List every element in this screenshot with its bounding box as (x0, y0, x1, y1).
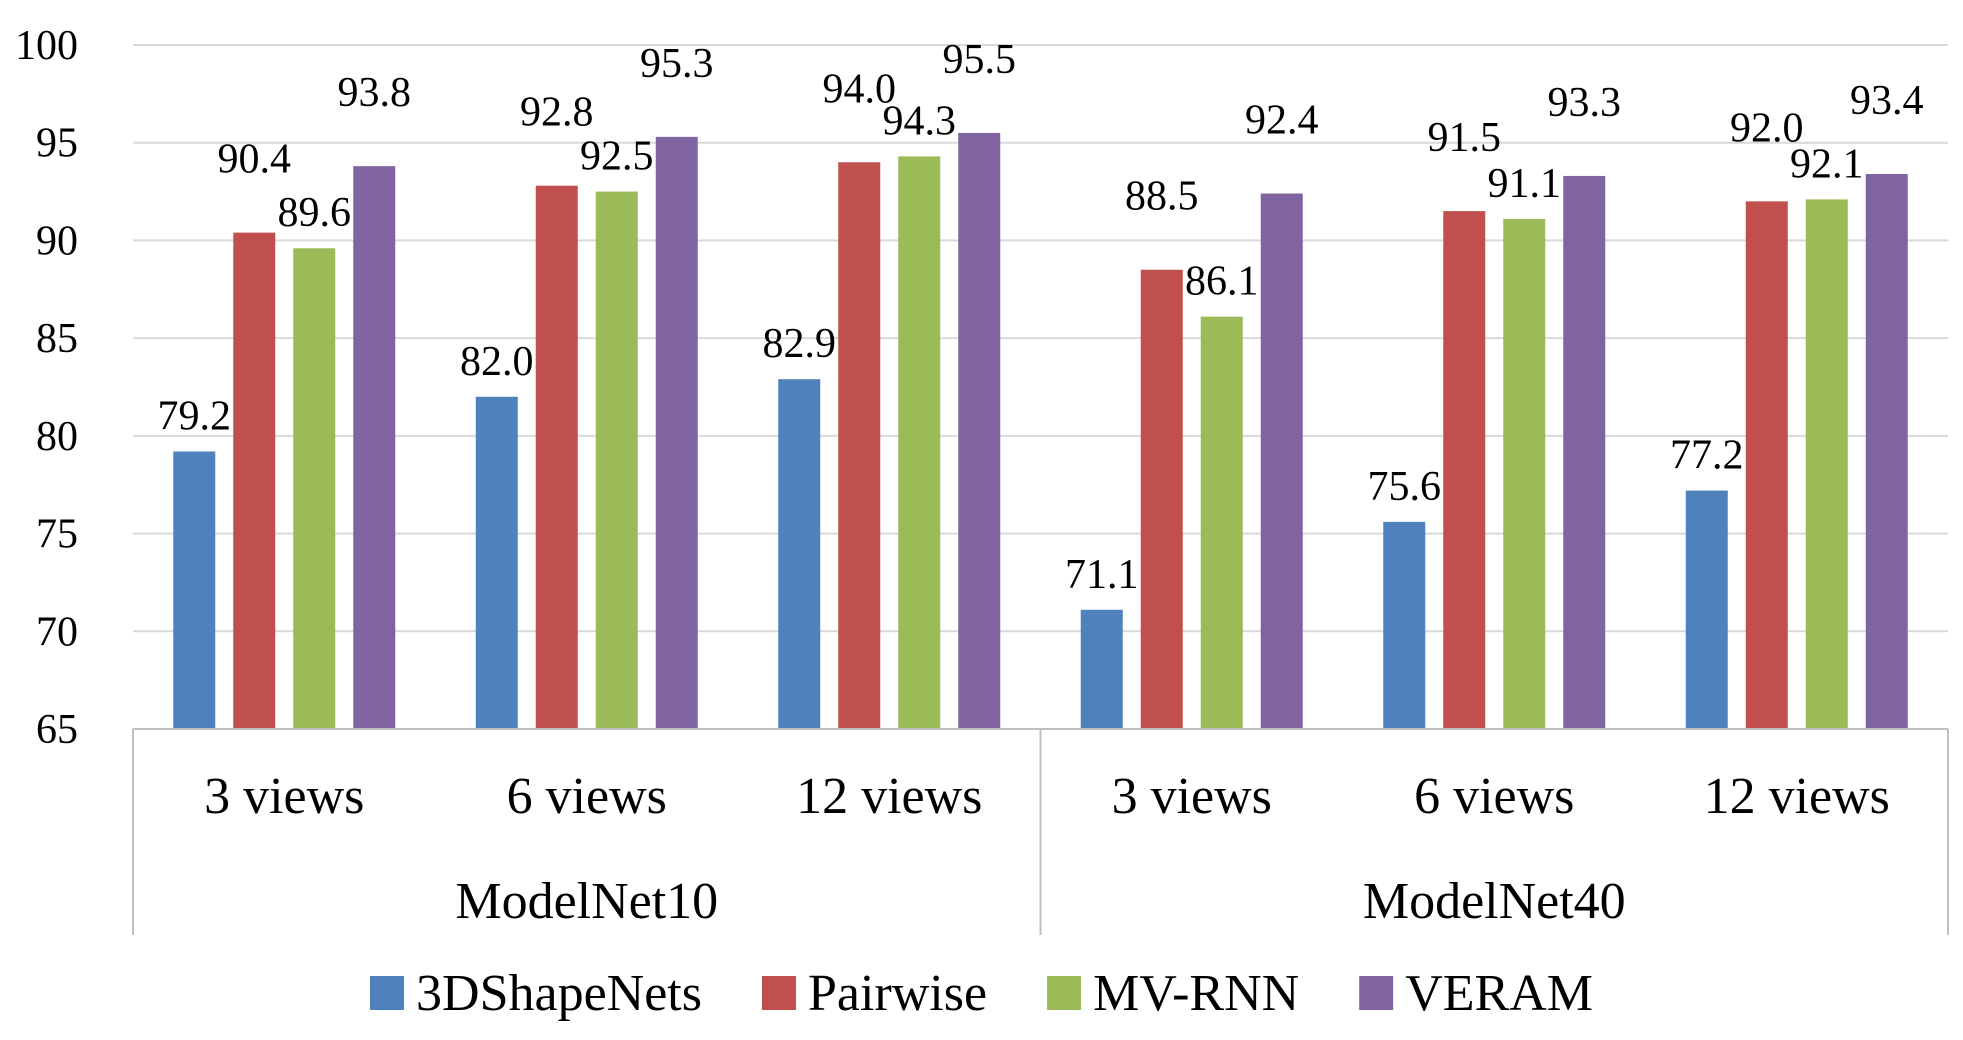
data-labels: 79.2 90.4 89.6 93.8 82.0 92.892.5 95.3 82.9 94.0… (158, 37, 1924, 598)
data-label: 88.5 (1125, 174, 1199, 220)
bar-veram (655, 136, 698, 729)
legend-item: MV-RNN (1047, 965, 1299, 1022)
category-label: 3 views (1112, 768, 1272, 825)
data-label: 91.5 (1428, 115, 1502, 161)
data-label: 71.1 (1065, 552, 1139, 598)
y-tick-label: 75 (36, 512, 78, 558)
legend: 3DShapeNets Pairwise MV-RNN VERAM (370, 965, 1593, 1022)
y-tick-label: 90 (36, 218, 78, 264)
category-label: 6 views (1414, 768, 1574, 825)
bar-3dshapenets (1685, 490, 1728, 729)
bar-mv-rnn (898, 156, 941, 729)
bar-3dshapenets (1383, 521, 1426, 729)
bar-mv-rnn (1503, 218, 1546, 729)
data-label: 95.3 (640, 41, 714, 87)
legend-swatch (761, 976, 796, 1010)
category-label: 12 views (1704, 768, 1890, 825)
bar-veram (1865, 173, 1908, 730)
data-label: 82.0 (460, 339, 534, 385)
bar-pairwise (535, 185, 578, 730)
data-label: 92.4 (1245, 98, 1319, 144)
bar-3dshapenets (173, 451, 216, 729)
data-label: 77.2 (1670, 433, 1744, 479)
data-label: 75.6 (1368, 464, 1442, 510)
legend-label: VERAM (1405, 965, 1593, 1022)
category-label: 6 views (507, 768, 667, 825)
bar-pairwise (233, 232, 276, 729)
legend-label: Pairwise (808, 965, 987, 1022)
bar-veram (958, 132, 1001, 729)
category-label: 3 views (204, 768, 364, 825)
bar-mv-rnn (1200, 316, 1243, 729)
bar-pairwise (1140, 269, 1183, 729)
bar-veram (1260, 193, 1303, 730)
data-label: 92.1 (1790, 141, 1864, 187)
y-tick-label: 80 (36, 414, 78, 460)
bar-mv-rnn (293, 248, 336, 729)
legend-item: 3DShapeNets (370, 965, 702, 1022)
legend-swatch (1047, 976, 1082, 1010)
category-axis: 3 views 6 views 12 views 3 views 6 views 12 v… (132, 728, 1949, 935)
group-label: ModelNet40 (1363, 873, 1626, 930)
data-label: 86.1 (1185, 259, 1259, 305)
bar-mv-rnn (595, 191, 638, 730)
data-label: 91.1 (1488, 161, 1562, 207)
bar-3dshapenets (1080, 609, 1123, 729)
bars (173, 132, 1908, 730)
legend-label: 3DShapeNets (416, 965, 702, 1022)
legend-item: Pairwise (761, 965, 987, 1022)
legend-item: VERAM (1359, 965, 1593, 1022)
y-tick-label: 95 (36, 121, 78, 167)
y-tick-label: 70 (36, 609, 78, 655)
bar-3dshapenets (475, 396, 518, 729)
legend-swatch (1359, 976, 1394, 1010)
legend-swatch (370, 976, 405, 1010)
data-label: 89.6 (278, 190, 352, 236)
bar-pairwise (838, 162, 881, 729)
bar-mv-rnn (1805, 199, 1848, 730)
data-label: 82.9 (763, 321, 837, 367)
bar-pairwise (1443, 211, 1486, 730)
data-label: 92.5 (580, 134, 654, 180)
bar-3dshapenets (778, 379, 821, 729)
bar-veram (1563, 175, 1606, 730)
y-tick-label: 85 (36, 316, 78, 362)
data-label: 92.0 (1730, 105, 1804, 151)
y-tick-label: 65 (36, 707, 78, 753)
data-label: 92.8 (520, 90, 594, 136)
data-label: 93.8 (338, 70, 412, 116)
legend-label: MV-RNN (1093, 965, 1299, 1022)
group-label: ModelNet10 (455, 873, 718, 930)
data-label: 94.3 (883, 98, 957, 144)
data-label: 93.4 (1850, 78, 1924, 124)
data-label: 94.0 (823, 66, 897, 112)
data-label: 90.4 (218, 137, 292, 183)
data-label: 93.3 (1548, 80, 1622, 126)
grid-lines (133, 44, 1948, 633)
data-label: 95.5 (943, 37, 1017, 83)
bar-pairwise (1745, 201, 1788, 730)
y-axis-ticks: 65 70 75 80 85 90 95 100 (15, 23, 78, 753)
data-label: 79.2 (158, 393, 232, 439)
bar-veram (353, 166, 396, 729)
y-tick-label: 100 (15, 23, 78, 69)
category-label: 12 views (796, 768, 982, 825)
